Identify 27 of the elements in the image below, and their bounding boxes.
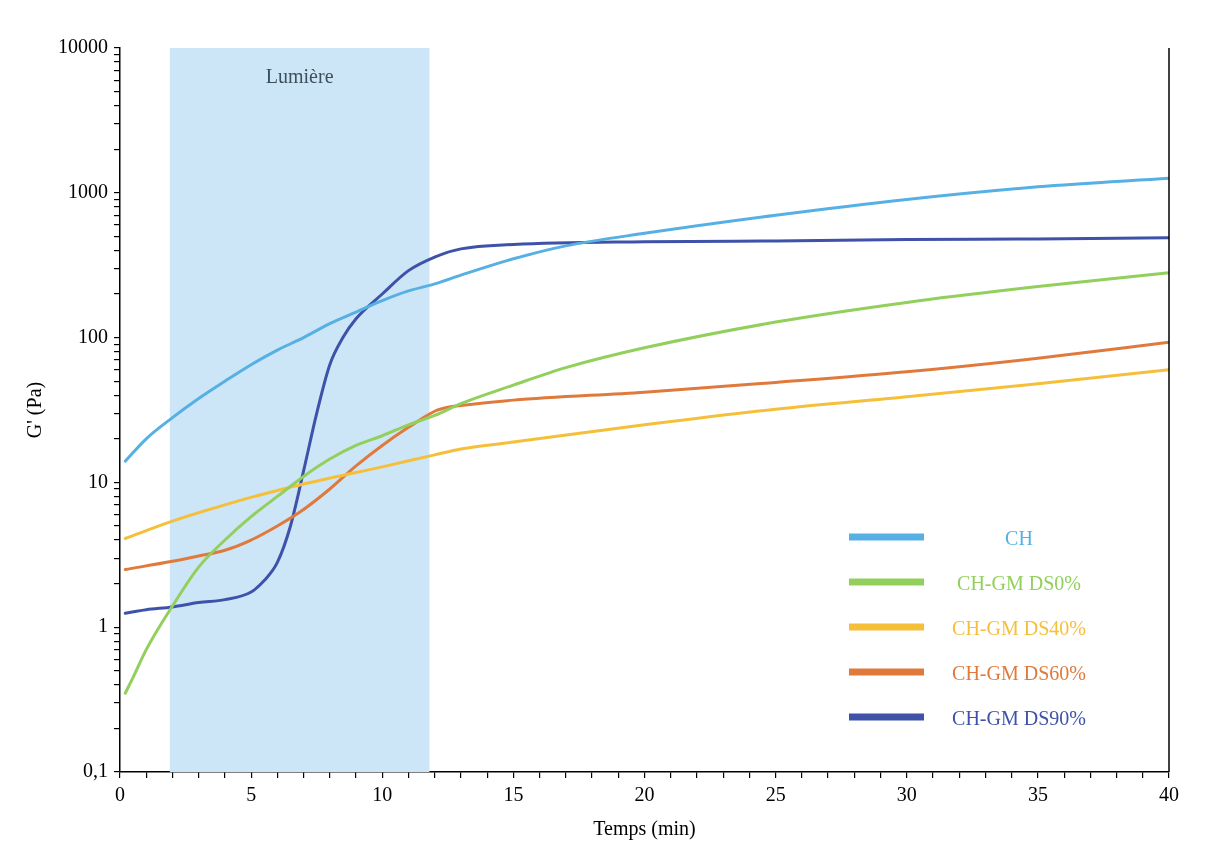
x-tick-label: 5 <box>246 783 257 806</box>
legend-label: CH-GM DS90% <box>952 707 1086 730</box>
y-tick-label: 10000 <box>58 35 108 58</box>
line-series <box>123 176 1169 463</box>
y-tick-label: 0,1 <box>83 759 108 782</box>
x-axis-title: Temps (min) <box>593 817 696 841</box>
text: CH <box>1005 527 1033 550</box>
x-tick-label: 15 <box>503 783 524 806</box>
y-axis-title: G' (Pa) <box>23 381 47 439</box>
y-tick-label: 1000 <box>68 180 108 203</box>
legend-label: CH-GM DS0% <box>957 572 1081 595</box>
band-label: Lumière <box>265 65 334 88</box>
line-series <box>123 236 1169 615</box>
x-tick-label: 25 <box>765 783 786 806</box>
line-series <box>123 271 1169 695</box>
x-tick-label: 20 <box>634 783 655 806</box>
x-tick-label: 0 <box>115 783 125 806</box>
legend-label: CH-GM DS40% <box>952 617 1086 640</box>
x-tick-label: 40 <box>1159 783 1179 806</box>
y-tick-label: 100 <box>78 324 108 347</box>
x-tick-label: 30 <box>896 783 917 806</box>
x-tick-label: 10 <box>372 783 393 806</box>
y-tick-label: 1 <box>98 614 108 637</box>
legend-label: CH-GM DS60% <box>952 662 1086 685</box>
x-tick-label: 35 <box>1027 783 1048 806</box>
line-series <box>123 340 1169 572</box>
y-tick-label: 10 <box>88 469 108 492</box>
